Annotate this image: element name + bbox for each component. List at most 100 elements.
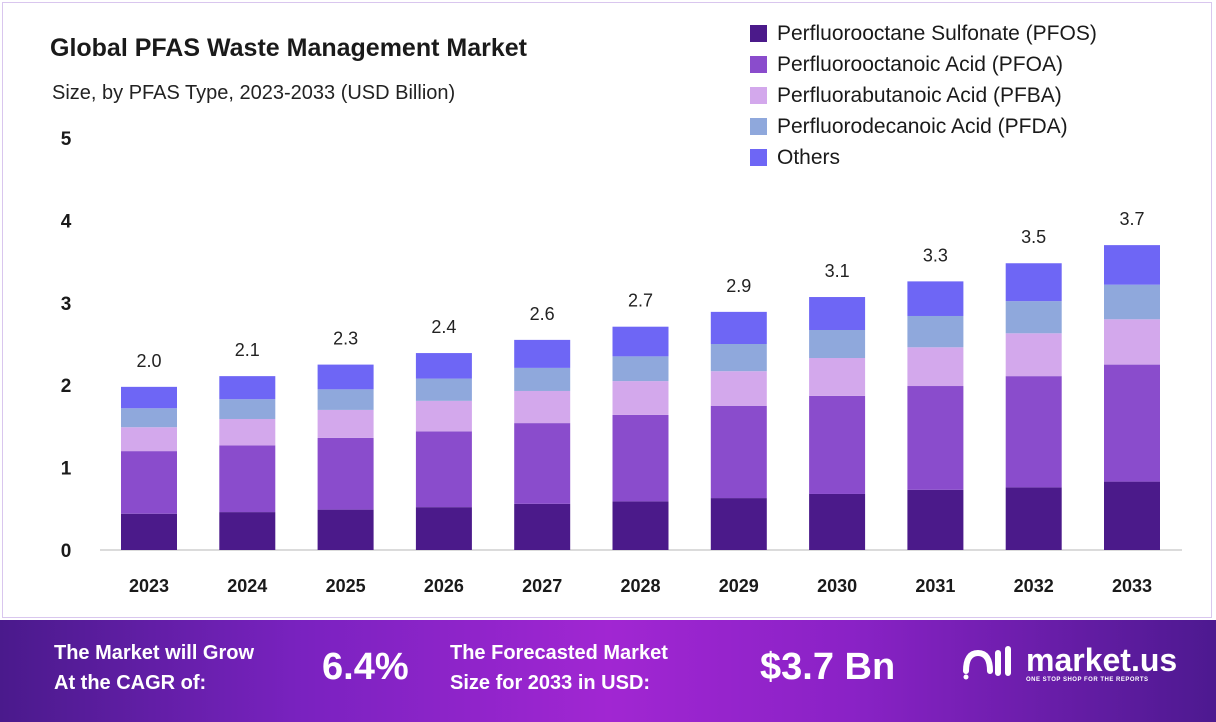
y-tick-label: 1 <box>61 459 72 480</box>
bar-segment-perfluorodecanoic-acid-pfda--2028 <box>612 356 669 382</box>
legend-item-pfda: Perfluorodecanoic Acid (PFDA) <box>750 111 1097 142</box>
bar-segment-perfluorabutanoic-acid-pfba--2033 <box>1104 319 1160 365</box>
bar-segment-perfluorodecanoic-acid-pfda--2030 <box>809 329 866 359</box>
x-tick-label: 2030 <box>817 576 857 596</box>
total-data-label: 2.9 <box>726 276 751 296</box>
x-tick-label: 2025 <box>326 576 366 596</box>
y-tick-label: 3 <box>61 294 72 315</box>
bar-segment-perfluorodecanoic-acid-pfda--2027 <box>514 367 571 391</box>
total-data-label: 3.1 <box>825 261 850 281</box>
legend-label: Perfluorooctanoic Acid (PFOA) <box>777 52 1063 76</box>
legend-label: Perfluorabutanoic Acid (PFBA) <box>777 83 1062 107</box>
total-data-label: 3.7 <box>1119 209 1144 229</box>
bar-segment-perfluorabutanoic-acid-pfba--2032 <box>1005 333 1062 377</box>
logo-icon <box>963 645 1011 679</box>
bar-segment-perfluorooctane-sulfonate-pfos--2032 <box>1005 487 1062 550</box>
bar-segment-perfluorabutanoic-acid-pfba--2025 <box>317 409 374 438</box>
bar-segment-others-2029 <box>710 311 767 344</box>
bar-segment-perfluorooctane-sulfonate-pfos--2027 <box>514 503 571 550</box>
x-tick-label: 2032 <box>1014 576 1054 596</box>
y-tick-label: 2 <box>61 376 72 397</box>
bar-segment-others-2023 <box>121 386 177 409</box>
bar-segment-perfluorooctane-sulfonate-pfos--2028 <box>612 501 669 550</box>
legend-item-others: Others <box>750 142 1097 173</box>
total-data-label: 2.6 <box>530 304 555 324</box>
total-data-label: 2.3 <box>333 329 358 349</box>
bar-segment-perfluorodecanoic-acid-pfda--2026 <box>415 378 472 401</box>
x-tick-label: 2033 <box>1112 576 1152 596</box>
bar-segment-others-2027 <box>514 339 571 368</box>
total-data-label: 2.0 <box>136 351 161 371</box>
total-data-label: 2.4 <box>431 317 456 337</box>
x-tick-label: 2027 <box>522 576 562 596</box>
x-tick-label: 2028 <box>620 576 660 596</box>
bar-segment-perfluorooctane-sulfonate-pfos--2030 <box>809 493 866 550</box>
bar-segment-perfluorooctanoic-acid-pfoa--2024 <box>219 445 276 513</box>
forecast-label: The Forecasted Market Size for 2033 in US… <box>450 638 668 698</box>
bar-segment-perfluorooctane-sulfonate-pfos--2033 <box>1104 481 1160 550</box>
legend-swatch <box>750 56 767 73</box>
total-data-label: 3.3 <box>923 245 948 265</box>
bar-segment-perfluorooctanoic-acid-pfoa--2032 <box>1005 376 1062 488</box>
bar-segment-others-2028 <box>612 326 669 357</box>
bar-segment-perfluorooctanoic-acid-pfoa--2029 <box>710 405 767 499</box>
legend-label: Others <box>777 145 841 169</box>
x-tick-label: 2024 <box>227 576 267 596</box>
bar-segment-perfluorooctane-sulfonate-pfos--2023 <box>121 513 177 550</box>
bar-segment-others-2033 <box>1104 245 1160 285</box>
bar-segment-perfluorodecanoic-acid-pfda--2025 <box>317 389 374 410</box>
y-tick-label: 4 <box>61 211 72 232</box>
bar-segment-perfluorooctanoic-acid-pfoa--2033 <box>1104 364 1160 482</box>
legend-label: Perfluorooctane Sulfonate (PFOS) <box>777 21 1097 45</box>
legend-swatch <box>750 149 767 166</box>
chart-subtitle: Size, by PFAS Type, 2023-2033 (USD Billi… <box>52 82 456 104</box>
bar-segment-perfluorodecanoic-acid-pfda--2031 <box>907 315 964 348</box>
x-tick-label: 2023 <box>129 576 169 596</box>
bar-segment-perfluorooctanoic-acid-pfoa--2027 <box>514 423 571 504</box>
bar-segment-others-2031 <box>907 281 964 316</box>
bar-segment-perfluorabutanoic-acid-pfba--2026 <box>415 400 472 432</box>
bar-segment-others-2032 <box>1005 263 1062 302</box>
legend-swatch <box>750 87 767 104</box>
bar-segment-perfluorabutanoic-acid-pfba--2029 <box>710 371 767 406</box>
bar-segment-perfluorooctane-sulfonate-pfos--2026 <box>415 507 472 550</box>
legend-item-pfos: Perfluorooctane Sulfonate (PFOS) <box>750 18 1097 49</box>
legend-swatch <box>750 118 767 135</box>
bar-segment-perfluorodecanoic-acid-pfda--2029 <box>710 344 767 372</box>
legend-label: Perfluorodecanoic Acid (PFDA) <box>777 114 1068 138</box>
forecast-label-line: The Forecasted Market <box>450 642 668 664</box>
bar-segment-perfluorabutanoic-acid-pfba--2027 <box>514 390 571 424</box>
bar-segment-perfluorooctanoic-acid-pfoa--2028 <box>612 414 669 502</box>
y-tick-label: 5 <box>61 129 72 150</box>
chart-frame <box>2 2 1212 618</box>
bar-segment-perfluorooctane-sulfonate-pfos--2025 <box>317 509 374 550</box>
bar-segment-perfluorodecanoic-acid-pfda--2032 <box>1005 301 1062 334</box>
bar-segment-perfluorooctanoic-acid-pfoa--2026 <box>415 431 472 508</box>
x-tick-label: 2026 <box>424 576 464 596</box>
bar-segment-perfluorooctane-sulfonate-pfos--2031 <box>907 489 964 550</box>
x-tick-label: 2031 <box>915 576 955 596</box>
bar-segment-others-2025 <box>317 364 374 390</box>
bar-segment-others-2024 <box>219 376 276 400</box>
bar-segment-perfluorodecanoic-acid-pfda--2024 <box>219 399 276 419</box>
cagr-label-line: At the CAGR of: <box>54 672 207 694</box>
bar-segment-perfluorabutanoic-acid-pfba--2031 <box>907 347 964 387</box>
cagr-value: 6.4% <box>322 646 409 688</box>
legend-item-pfoa: Perfluorooctanoic Acid (PFOA) <box>750 49 1097 80</box>
chart-title: Global PFAS Waste Management Market <box>50 34 527 62</box>
total-data-label: 3.5 <box>1021 227 1046 247</box>
logo-tagline: ONE STOP SHOP FOR THE REPORTS <box>1026 677 1149 683</box>
bar-segment-perfluorooctanoic-acid-pfoa--2030 <box>809 395 866 494</box>
bar-segment-perfluorooctane-sulfonate-pfos--2029 <box>710 498 767 550</box>
bar-segment-others-2030 <box>809 297 866 330</box>
bar-segment-perfluorooctanoic-acid-pfoa--2031 <box>907 386 964 490</box>
footer-banner: The Market will Grow At the CAGR of: 6.4%… <box>0 620 1216 722</box>
bar-segment-perfluorabutanoic-acid-pfba--2028 <box>612 381 669 415</box>
bar-segment-others-2026 <box>415 353 472 379</box>
legend-item-pfba: Perfluorabutanoic Acid (PFBA) <box>750 80 1097 111</box>
bar-segment-perfluorooctanoic-acid-pfoa--2025 <box>317 437 374 510</box>
bar-segment-perfluorodecanoic-acid-pfda--2023 <box>121 408 177 428</box>
bar-segment-perfluorabutanoic-acid-pfba--2023 <box>121 427 177 452</box>
forecast-label-line: Size for 2033 in USD: <box>450 672 651 694</box>
cagr-label: The Market will Grow At the CAGR of: <box>54 638 254 698</box>
